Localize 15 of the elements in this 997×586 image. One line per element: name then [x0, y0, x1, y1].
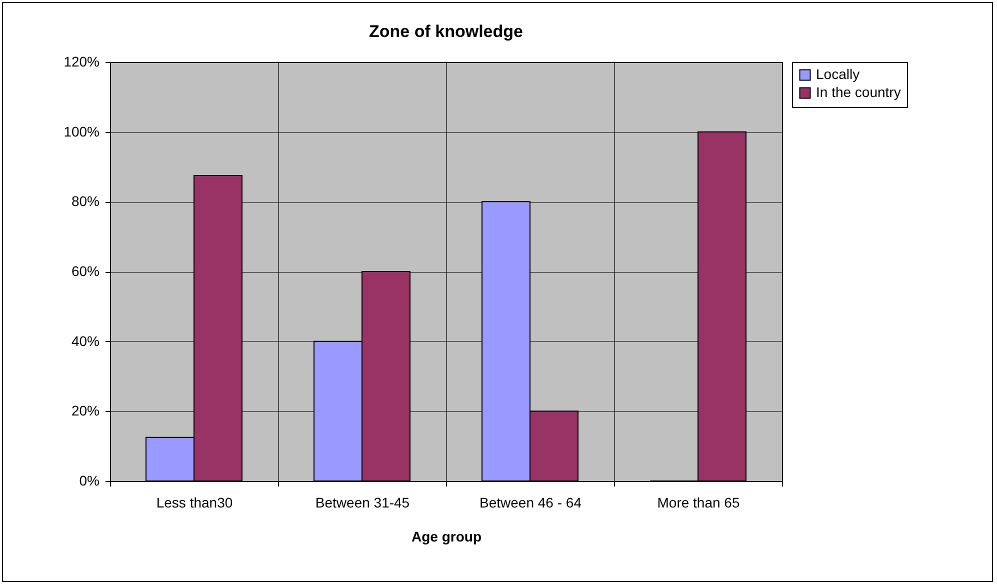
- x-tick-label: Less than30: [156, 494, 233, 510]
- x-axis-title: Age group: [412, 528, 482, 544]
- x-tick-label: Between 31-45: [315, 494, 410, 510]
- y-tick-label: 60%: [71, 263, 100, 279]
- legend-label: In the country: [816, 84, 901, 100]
- y-tick-label: 0%: [79, 472, 100, 488]
- chart-title: Zone of knowledge: [369, 22, 523, 41]
- y-tick-label: 80%: [71, 193, 100, 210]
- legend-label: Locally: [816, 66, 860, 82]
- y-tick-label: 120%: [64, 54, 100, 70]
- x-tick-label: Between 46 - 64: [480, 494, 582, 510]
- y-tick-label: 100%: [64, 123, 100, 140]
- x-tick-label: More than 65: [657, 494, 740, 510]
- y-tick-label: 20%: [71, 402, 100, 419]
- y-tick-label: 40%: [71, 332, 100, 349]
